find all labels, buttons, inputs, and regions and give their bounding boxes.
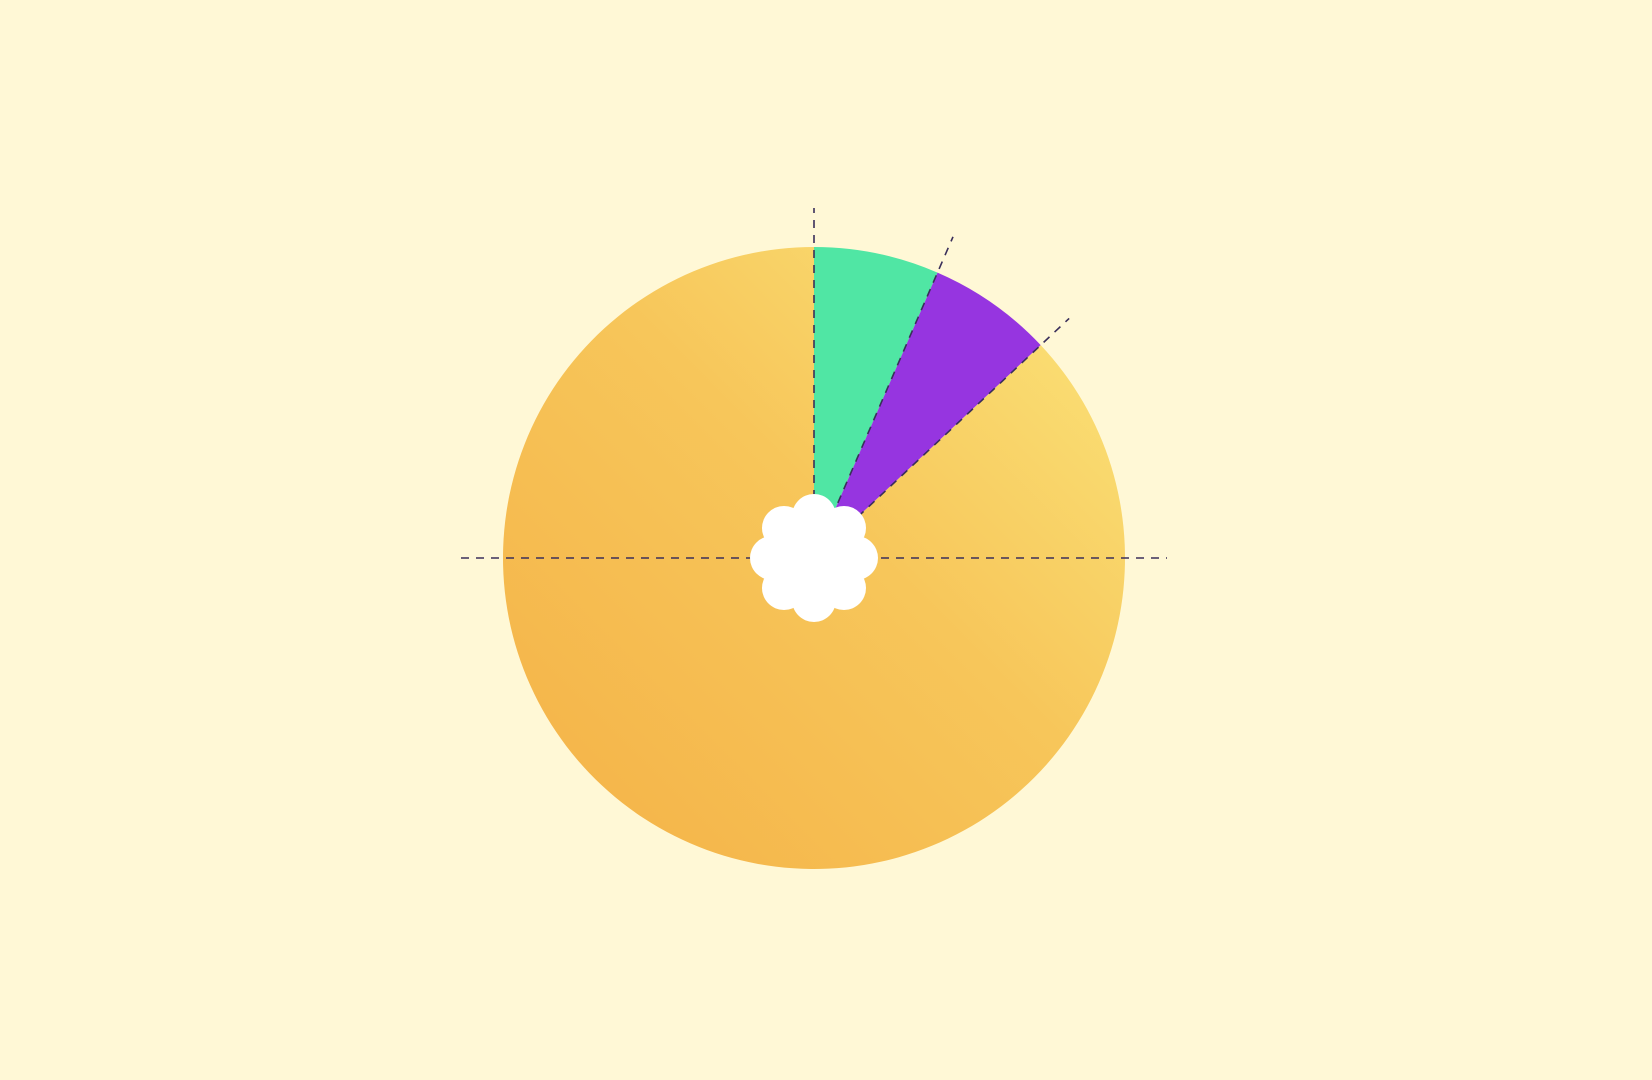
slice-guide xyxy=(813,236,954,559)
pie-slice xyxy=(814,272,1041,558)
center-flower xyxy=(750,494,878,622)
slice-guide xyxy=(813,317,1070,559)
pie-slice xyxy=(814,247,938,558)
guides xyxy=(813,208,1070,559)
